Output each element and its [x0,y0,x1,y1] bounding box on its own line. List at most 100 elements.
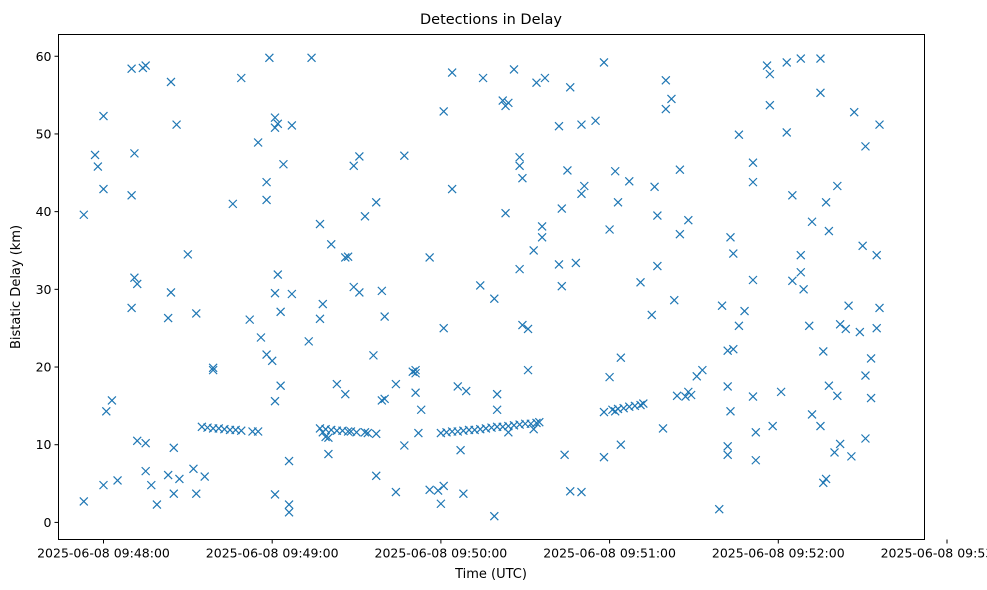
data-point [723,441,733,451]
data-point [734,130,744,140]
data-point [515,161,525,171]
data-point [262,177,271,187]
data-point [554,260,564,269]
data-point [807,409,817,419]
data-point [433,486,443,495]
data-point [816,421,825,431]
data-point [408,367,418,377]
data-point [411,388,421,398]
data-point [141,438,151,448]
data-point [284,456,294,466]
data-point [846,451,856,461]
data-point [354,288,364,297]
data-point [740,306,749,316]
data-point [765,100,775,110]
data-point [675,165,685,175]
data-point [439,481,449,491]
data-point [532,418,541,428]
data-point [399,151,409,161]
data-point [439,323,449,333]
data-point [377,286,387,296]
data-point [787,190,797,200]
data-point [253,427,263,436]
data-point [501,208,510,218]
chart-title: Detections in Delay [420,12,562,28]
data-point [475,281,485,290]
data-point [861,371,870,380]
data-point [866,393,876,403]
data-point [610,166,620,176]
data-point [228,199,238,209]
data-point [270,113,280,123]
data-point [307,53,316,63]
data-point [340,253,350,262]
data-point [638,399,648,408]
data-point [577,120,586,130]
data-point [323,449,333,459]
data-point [453,382,463,391]
data-point [565,82,575,92]
data-point [832,181,842,191]
x-tick-label: 2025-06-08 09:51:00 [543,546,676,561]
data-point [332,379,342,389]
data-point [652,261,662,271]
data-point [787,276,797,286]
x-tick-label: 2025-06-08 09:53:00 [881,546,987,561]
data-point [270,123,280,133]
data-point [236,73,246,83]
data-point [748,158,758,168]
data-point [835,319,845,329]
y-tick-label: 40 [36,204,52,219]
data-point [534,417,544,427]
data-point [360,211,370,221]
data-point [605,372,615,382]
data-point [363,428,373,438]
data-point [489,511,499,521]
data-point [146,480,156,490]
data-point [667,94,676,104]
data-point [377,396,387,405]
data-point [127,303,137,313]
data-point [461,386,471,396]
data-point [79,497,89,506]
data-point [796,250,806,260]
data-point [340,389,350,399]
data-point [349,161,359,171]
data-point [728,344,738,354]
data-point [169,489,179,499]
x-tick-label: 2025-06-08 09:50:00 [375,546,508,561]
data-point [861,141,870,151]
data-point [872,250,882,260]
data-point [166,288,176,297]
data-point [208,365,218,375]
data-point [515,264,525,274]
data-point [166,77,176,87]
data-point [832,391,842,401]
data-point [577,487,586,497]
plot-area [79,53,884,521]
data-point [830,448,839,457]
data-point [174,474,184,484]
data-point [717,301,727,311]
data-point [416,405,426,415]
data-point [723,346,733,356]
data-point [686,390,696,400]
data-point [858,241,868,251]
data-point [489,294,499,304]
data-point [782,127,792,137]
data-point [380,312,390,321]
data-point [127,64,137,74]
data-point [824,381,834,391]
data-point [560,450,570,460]
data-point [841,324,851,334]
data-point [818,347,828,356]
data-point [127,190,137,200]
data-point [287,289,297,299]
data-point [565,486,575,496]
data-point [532,78,541,88]
data-point [599,407,609,417]
data-point [113,476,122,485]
data-point [264,53,274,63]
data-point [425,485,435,495]
y-tick-label: 60 [36,49,52,64]
